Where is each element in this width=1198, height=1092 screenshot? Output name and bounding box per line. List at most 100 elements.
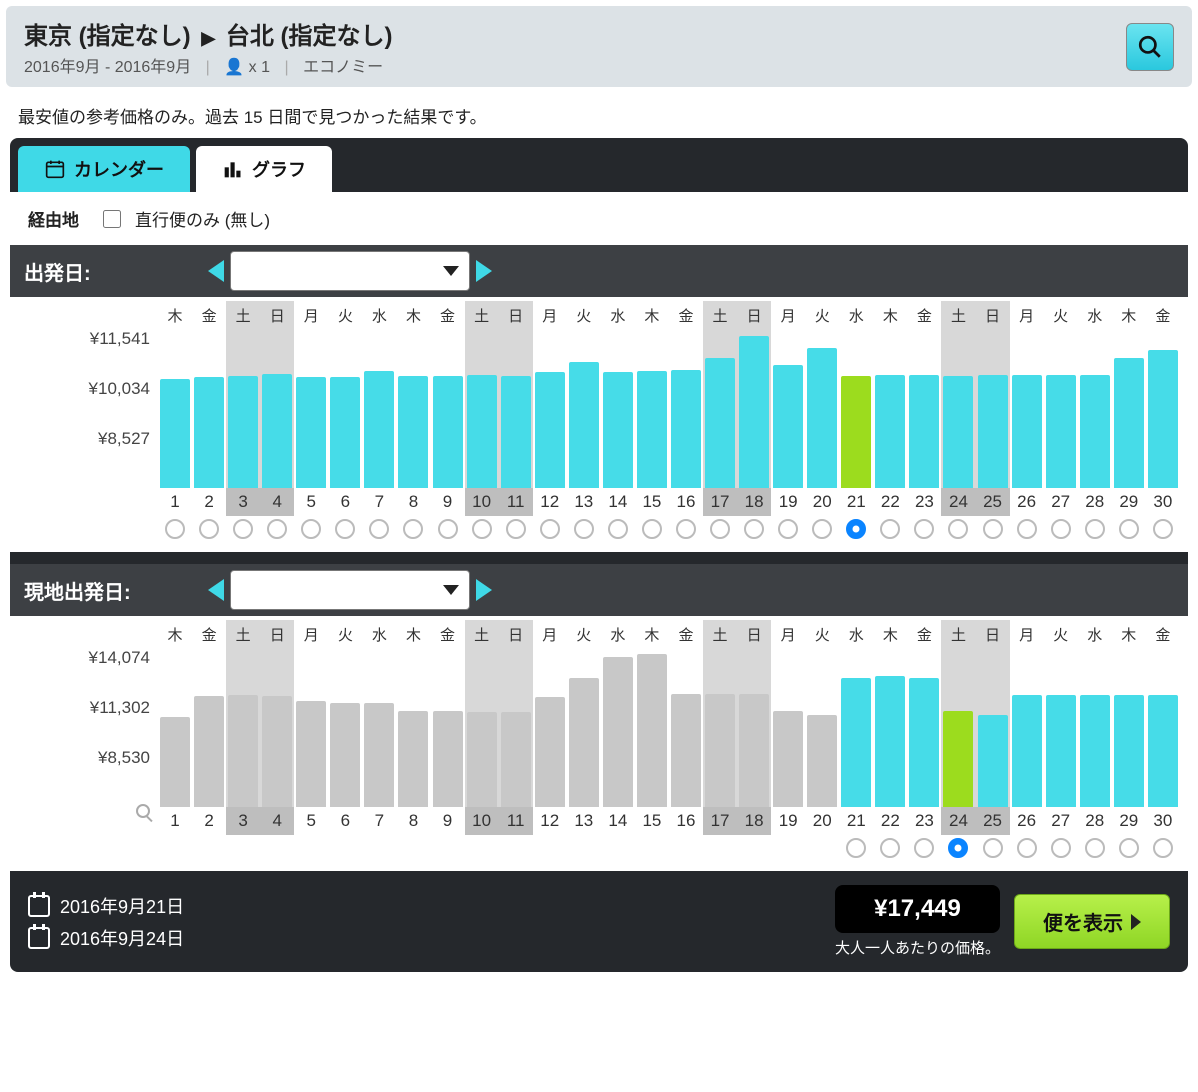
price-bar-cell[interactable]	[941, 649, 975, 807]
day-radio[interactable]	[948, 838, 968, 858]
price-bar-cell[interactable]	[907, 330, 941, 488]
price-bar-cell[interactable]	[771, 330, 805, 488]
price-bar-cell[interactable]	[294, 330, 328, 488]
day-radio[interactable]	[1051, 838, 1071, 858]
price-bar-cell[interactable]	[328, 330, 362, 488]
price-bar-cell[interactable]	[601, 330, 635, 488]
direct-only-checkbox[interactable]	[103, 210, 121, 228]
day-radio[interactable]	[1017, 838, 1037, 858]
price-bar-cell[interactable]	[158, 330, 192, 488]
price-bar-cell[interactable]	[158, 649, 192, 807]
price-bar-cell[interactable]	[703, 330, 737, 488]
day-radio[interactable]	[540, 519, 560, 539]
day-radio[interactable]	[744, 519, 764, 539]
price-bar-cell[interactable]	[431, 330, 465, 488]
price-bar-cell[interactable]	[1044, 649, 1078, 807]
price-bar-cell[interactable]	[1078, 330, 1112, 488]
day-radio[interactable]	[438, 519, 458, 539]
day-radio[interactable]	[983, 519, 1003, 539]
day-radio[interactable]	[846, 519, 866, 539]
day-radio[interactable]	[914, 838, 934, 858]
day-radio[interactable]	[710, 519, 730, 539]
price-bar-cell[interactable]	[873, 649, 907, 807]
day-radio[interactable]	[1153, 838, 1173, 858]
day-radio[interactable]	[676, 519, 696, 539]
tab-graph[interactable]: グラフ	[196, 146, 332, 192]
day-radio[interactable]	[880, 519, 900, 539]
price-bar-cell[interactable]	[771, 649, 805, 807]
day-radio[interactable]	[914, 519, 934, 539]
price-bar-cell[interactable]	[567, 330, 601, 488]
price-bar-cell[interactable]	[669, 649, 703, 807]
day-radio[interactable]	[948, 519, 968, 539]
day-radio[interactable]	[1085, 519, 1105, 539]
day-radio[interactable]	[1119, 519, 1139, 539]
day-radio[interactable]	[165, 519, 185, 539]
price-bar-cell[interactable]	[226, 649, 260, 807]
price-bar-cell[interactable]	[1010, 649, 1044, 807]
day-radio[interactable]	[778, 519, 798, 539]
price-bar-cell[interactable]	[533, 330, 567, 488]
price-bar-cell[interactable]	[839, 649, 873, 807]
price-bar-cell[interactable]	[805, 330, 839, 488]
day-radio[interactable]	[1017, 519, 1037, 539]
next-month-button[interactable]	[476, 260, 492, 282]
day-radio[interactable]	[1085, 838, 1105, 858]
day-radio[interactable]	[1153, 519, 1173, 539]
day-radio[interactable]	[608, 519, 628, 539]
price-bar-cell[interactable]	[907, 649, 941, 807]
price-bar-cell[interactable]	[703, 649, 737, 807]
day-radio[interactable]	[472, 519, 492, 539]
day-radio[interactable]	[574, 519, 594, 539]
day-radio[interactable]	[403, 519, 423, 539]
next-month-button[interactable]	[476, 579, 492, 601]
price-bar-cell[interactable]	[1146, 330, 1180, 488]
price-bar-cell[interactable]	[192, 330, 226, 488]
price-bar-cell[interactable]	[294, 649, 328, 807]
price-bar-cell[interactable]	[601, 649, 635, 807]
price-bar-cell[interactable]	[737, 649, 771, 807]
show-flights-button[interactable]: 便を表示	[1014, 894, 1170, 949]
day-radio[interactable]	[983, 838, 1003, 858]
day-radio[interactable]	[369, 519, 389, 539]
price-bar-cell[interactable]	[362, 330, 396, 488]
price-bar-cell[interactable]	[976, 330, 1010, 488]
zoom-icon[interactable]	[136, 804, 150, 818]
price-bar-cell[interactable]	[737, 330, 771, 488]
day-radio[interactable]	[812, 519, 832, 539]
day-radio[interactable]	[335, 519, 355, 539]
day-radio[interactable]	[846, 838, 866, 858]
price-bar-cell[interactable]	[431, 649, 465, 807]
price-bar-cell[interactable]	[226, 330, 260, 488]
price-bar-cell[interactable]	[941, 330, 975, 488]
day-radio[interactable]	[642, 519, 662, 539]
price-bar-cell[interactable]	[328, 649, 362, 807]
price-bar-cell[interactable]	[669, 330, 703, 488]
prev-month-button[interactable]	[208, 260, 224, 282]
price-bar-cell[interactable]	[1044, 330, 1078, 488]
price-bar-cell[interactable]	[873, 330, 907, 488]
price-bar-cell[interactable]	[260, 330, 294, 488]
price-bar-cell[interactable]	[533, 649, 567, 807]
price-bar-cell[interactable]	[805, 649, 839, 807]
price-bar-cell[interactable]	[499, 649, 533, 807]
price-bar-cell[interactable]	[499, 330, 533, 488]
day-radio[interactable]	[267, 519, 287, 539]
price-bar-cell[interactable]	[1078, 649, 1112, 807]
return-month-select[interactable]: 2016年9月	[230, 570, 470, 610]
price-bar-cell[interactable]	[192, 649, 226, 807]
price-bar-cell[interactable]	[976, 649, 1010, 807]
day-radio[interactable]	[506, 519, 526, 539]
price-bar-cell[interactable]	[567, 649, 601, 807]
price-bar-cell[interactable]	[362, 649, 396, 807]
price-bar-cell[interactable]	[635, 330, 669, 488]
day-radio[interactable]	[1051, 519, 1071, 539]
day-radio[interactable]	[199, 519, 219, 539]
price-bar-cell[interactable]	[1010, 330, 1044, 488]
price-bar-cell[interactable]	[1112, 330, 1146, 488]
price-bar-cell[interactable]	[1146, 649, 1180, 807]
day-radio[interactable]	[1119, 838, 1139, 858]
price-bar-cell[interactable]	[465, 330, 499, 488]
price-bar-cell[interactable]	[1112, 649, 1146, 807]
price-bar-cell[interactable]	[465, 649, 499, 807]
